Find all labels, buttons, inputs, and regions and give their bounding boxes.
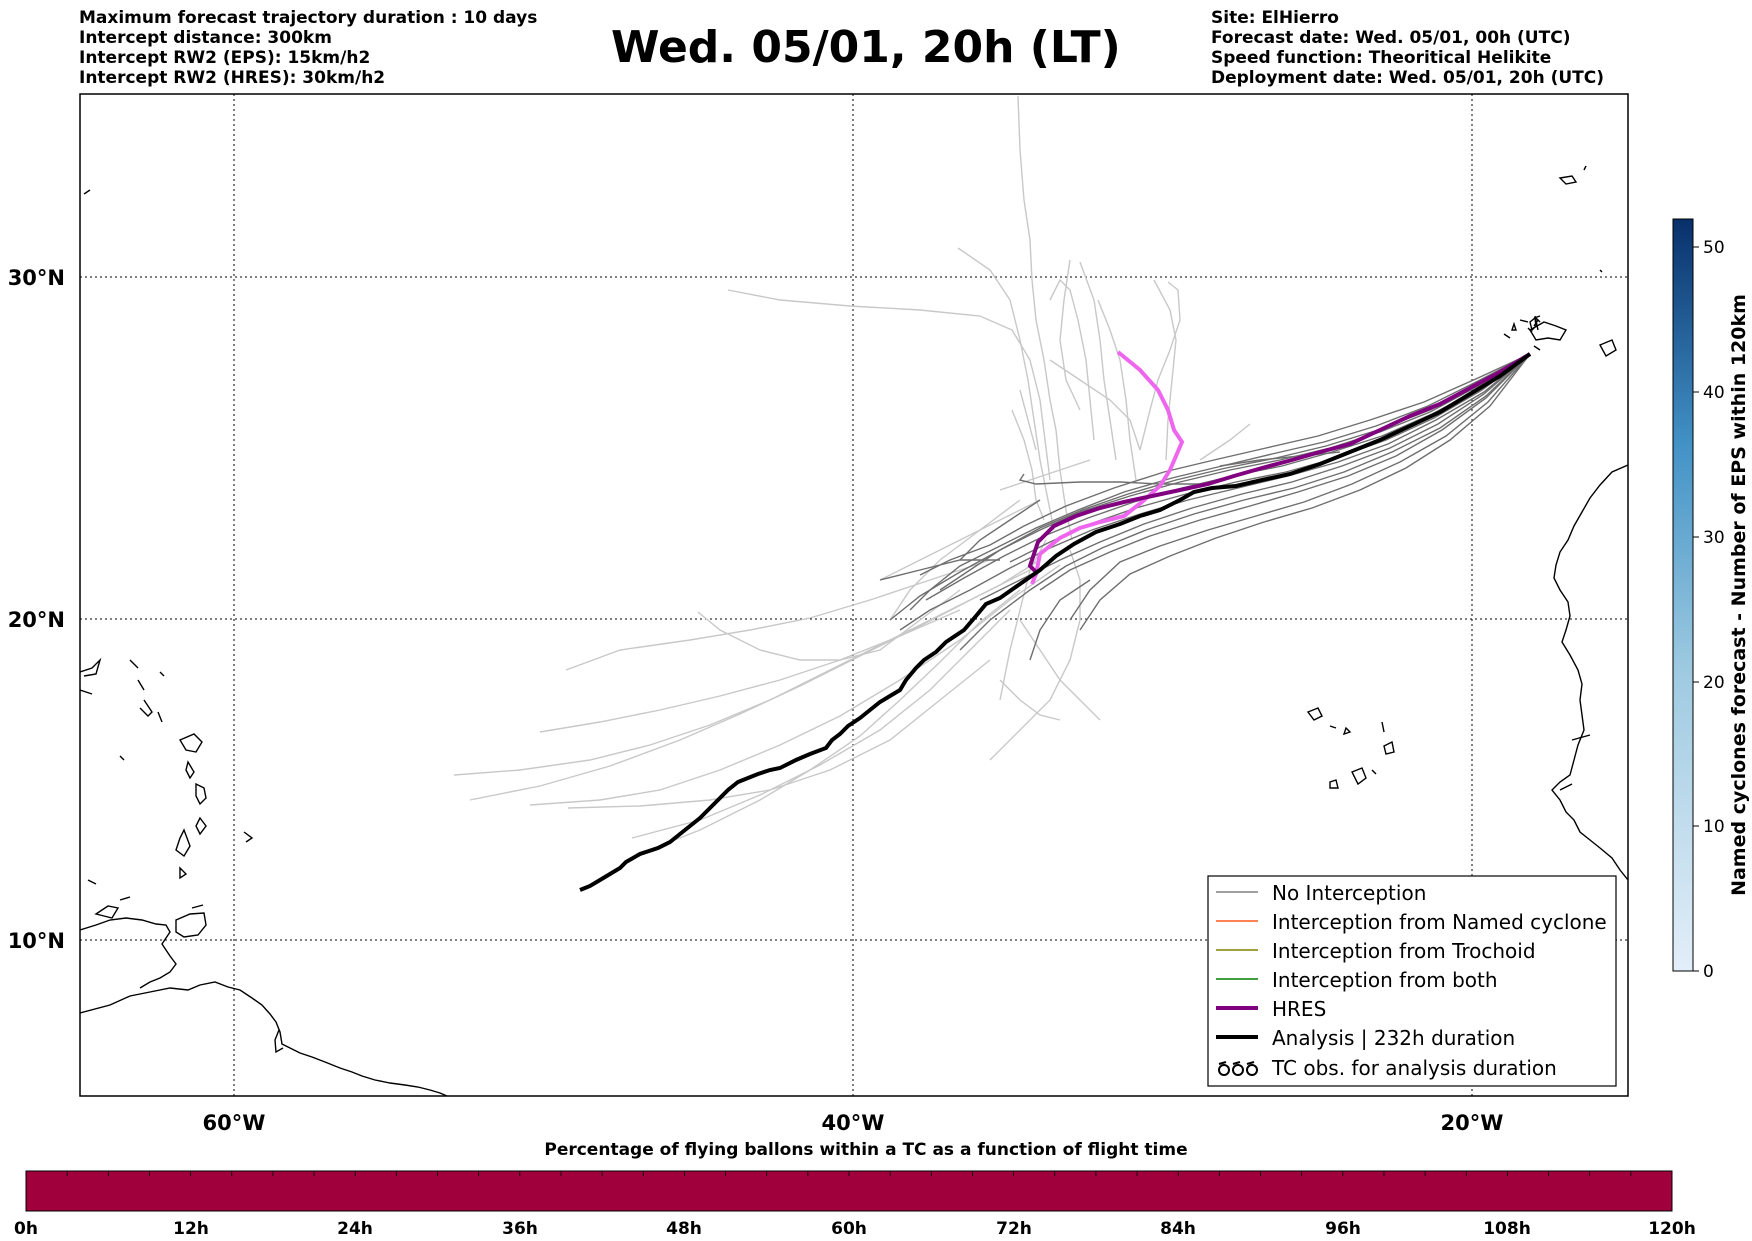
time-bar-fill: [25, 1170, 1673, 1212]
time-bar-title: Percentage of flying ballons within a TC…: [544, 1140, 1187, 1160]
colorbar-tick: 10: [1703, 817, 1725, 837]
analysis-trajectory: [579, 352, 1532, 892]
colorbar-gradient: [1672, 218, 1694, 972]
time-bar-tick: 0h: [14, 1219, 38, 1239]
time-bar-tick: 24h: [337, 1219, 373, 1239]
legend-label: Interception from Trochoid: [1272, 939, 1536, 963]
time-bar-tick: 120h: [1648, 1219, 1696, 1239]
map-frame: [79, 93, 1629, 1097]
time-bar-tick: 108h: [1483, 1219, 1531, 1239]
header-line: Forecast date: Wed. 05/01, 00h (UTC): [1211, 28, 1571, 48]
colorbar-tick: 0: [1703, 962, 1714, 982]
time-bar-tick: 84h: [1160, 1219, 1196, 1239]
colorbar-tick: 30: [1703, 528, 1725, 548]
header-line: Intercept distance: 300km: [79, 28, 332, 48]
colorbar-label: Named cyclones forecast - Number of EPS …: [1728, 294, 1750, 896]
lon-label-20w: 20°W: [1441, 1111, 1504, 1135]
legend-box: [1207, 875, 1617, 1087]
header-line: Site: ElHierro: [1211, 8, 1339, 28]
no-interception-trajectories: [879, 353, 1531, 661]
header-line: Maximum forecast trajectory duration : 1…: [79, 8, 538, 28]
header-line: Intercept RW2 (HRES): 30km/h2: [79, 68, 386, 88]
legend: No Interception Interception from Named …: [1207, 875, 1617, 1087]
legend-label: Interception from Named cyclone: [1272, 910, 1607, 934]
lon-label-40w: 40°W: [822, 1111, 885, 1135]
time-bar-tick: 96h: [1325, 1219, 1361, 1239]
colorbar-tick: 20: [1703, 673, 1725, 693]
time-bar-ticks: [66, 1171, 1632, 1176]
map-title: Wed. 05/01, 20h (LT): [611, 22, 1121, 73]
header-line: Speed function: Theoritical Helikite: [1211, 48, 1552, 68]
colorbar: 0 10 20 30 40 50 Named cyclones forecast…: [1672, 218, 1750, 982]
time-bar-tick: 72h: [996, 1219, 1032, 1239]
legend-label: Analysis | 232h duration: [1272, 1026, 1515, 1050]
colorbar-tick: 50: [1703, 238, 1725, 258]
time-bar-tick: 48h: [666, 1219, 702, 1239]
lat-label-10n: 10°N: [8, 929, 65, 953]
time-bar-tick: 36h: [502, 1219, 538, 1239]
coastlines: [80, 165, 1628, 1096]
hres-trajectory: [1027, 352, 1532, 574]
time-bar-tick: 12h: [173, 1219, 209, 1239]
legend-label: HRES: [1272, 997, 1326, 1021]
legend-label: Interception from both: [1272, 968, 1498, 992]
time-bar-tick: 60h: [831, 1219, 867, 1239]
time-bar: Percentage of flying ballons within a TC…: [14, 1140, 1696, 1239]
lat-label-30n: 30°N: [8, 266, 65, 290]
lon-label-60w: 60°W: [203, 1111, 266, 1135]
legend-label: TC obs. for analysis duration: [1271, 1056, 1557, 1080]
hres-late-trajectory: [1030, 350, 1185, 585]
header-info-left: Maximum forecast trajectory duration : 1…: [79, 8, 537, 88]
light-ensemble-trajectories: [453, 95, 1251, 853]
header-line: Intercept RW2 (EPS): 15km/h2: [79, 48, 371, 68]
header-info-right: Site: ElHierro Forecast date: Wed. 05/01…: [1211, 8, 1604, 88]
lat-label-20n: 20°N: [8, 608, 65, 632]
header-line: Deployment date: Wed. 05/01, 20h (UTC): [1211, 68, 1605, 88]
cyclone-symbols-icon: [1218, 1061, 1258, 1076]
legend-label: No Interception: [1272, 881, 1426, 905]
colorbar-tick: 40: [1703, 383, 1725, 403]
